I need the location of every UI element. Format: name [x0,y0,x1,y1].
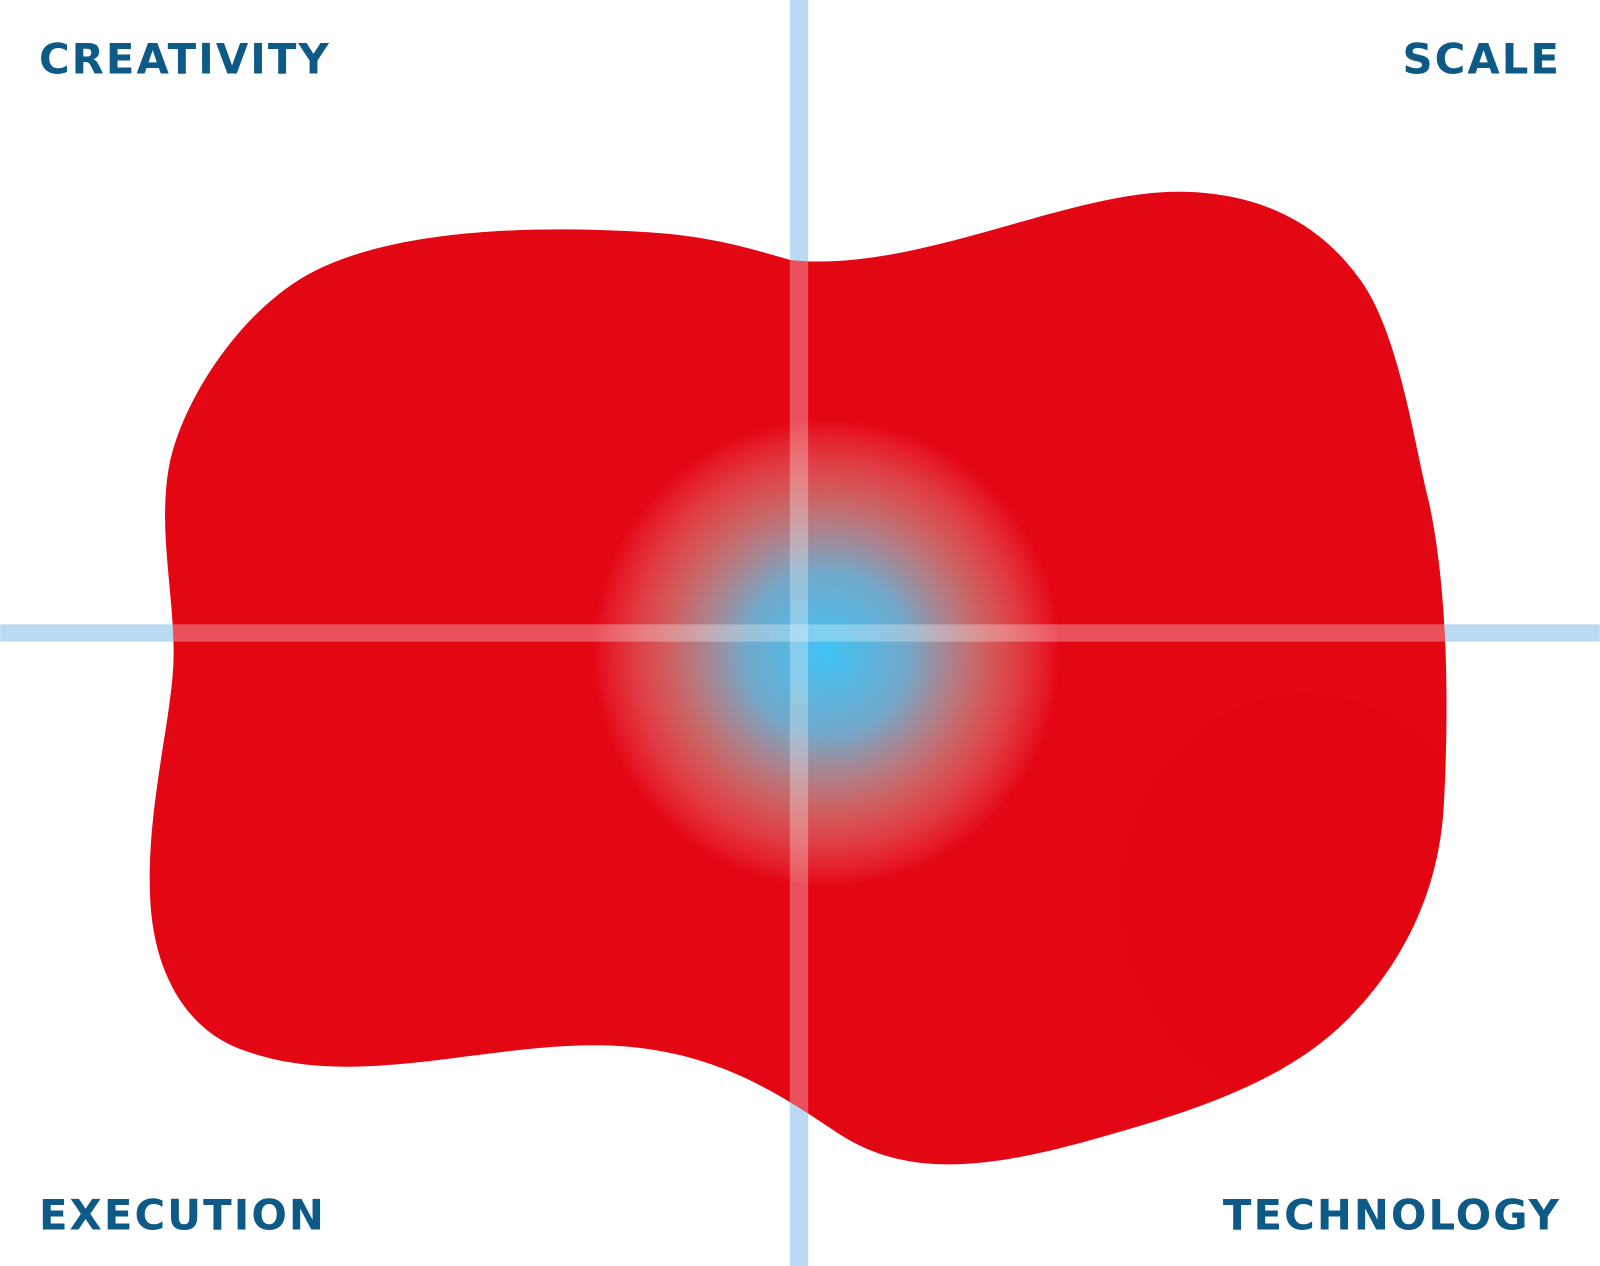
quadrant-label: SCALE [1402,34,1561,83]
quadrant-label: TECHNOLOGY [1223,1190,1561,1239]
quadrant-label: CREATIVITY [39,34,331,83]
quadrant-label: EXECUTION [39,1190,326,1239]
